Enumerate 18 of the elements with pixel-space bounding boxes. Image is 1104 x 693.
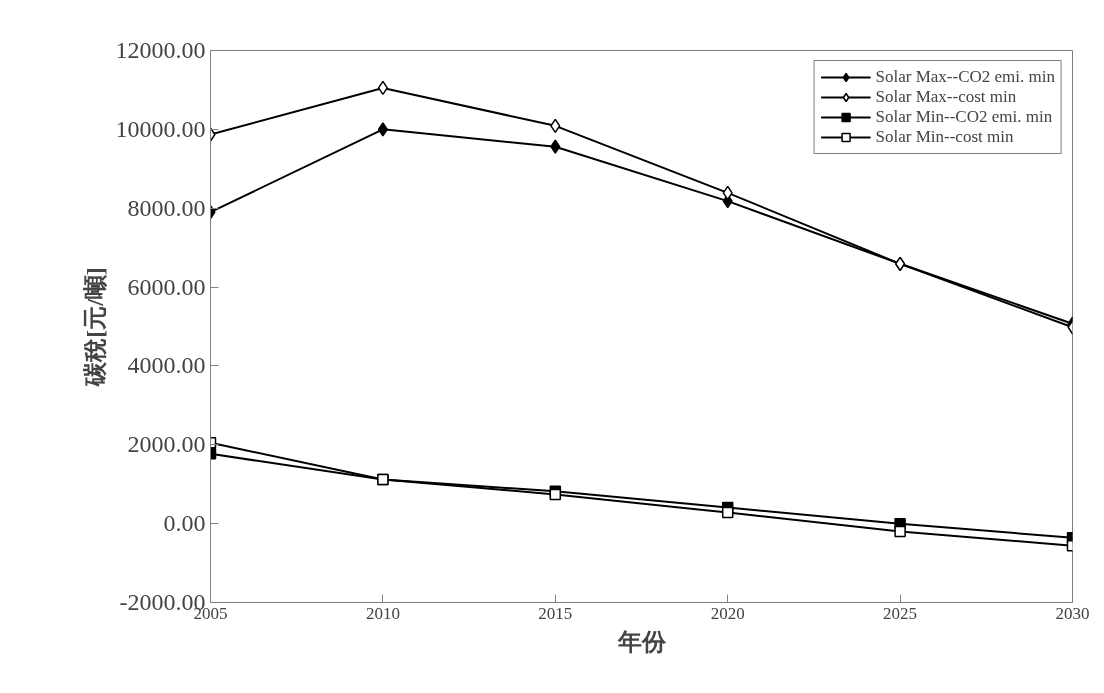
x-tick-label: 2010 [365,603,400,623]
y-tick-label: 4000.00 [127,352,206,379]
x-tick-label: 2030 [1055,603,1090,623]
legend-label: Solar Max--cost min [875,87,1017,107]
x-axis-title: 年份 [616,628,667,655]
x-tick-label: 2025 [883,603,918,623]
y-tick-label: 0.00 [163,510,206,537]
y-axis-title: 碳稅[元/噸] [81,267,108,387]
y-tick-label: 10000.00 [115,115,206,142]
y-tick-label: 2000.00 [127,431,206,458]
legend-label: Solar Max--CO2 emi. min [875,67,1055,87]
y-tick-label: 12000.00 [115,37,206,63]
legend-label: Solar Min--cost min [875,127,1014,147]
x-tick-label: 2015 [538,603,573,623]
y-tick-label: 8000.00 [127,194,206,221]
x-tick-label: 2020 [710,603,745,623]
legend-label: Solar Min--CO2 emi. min [875,107,1053,127]
y-tick-label: 6000.00 [127,273,206,300]
